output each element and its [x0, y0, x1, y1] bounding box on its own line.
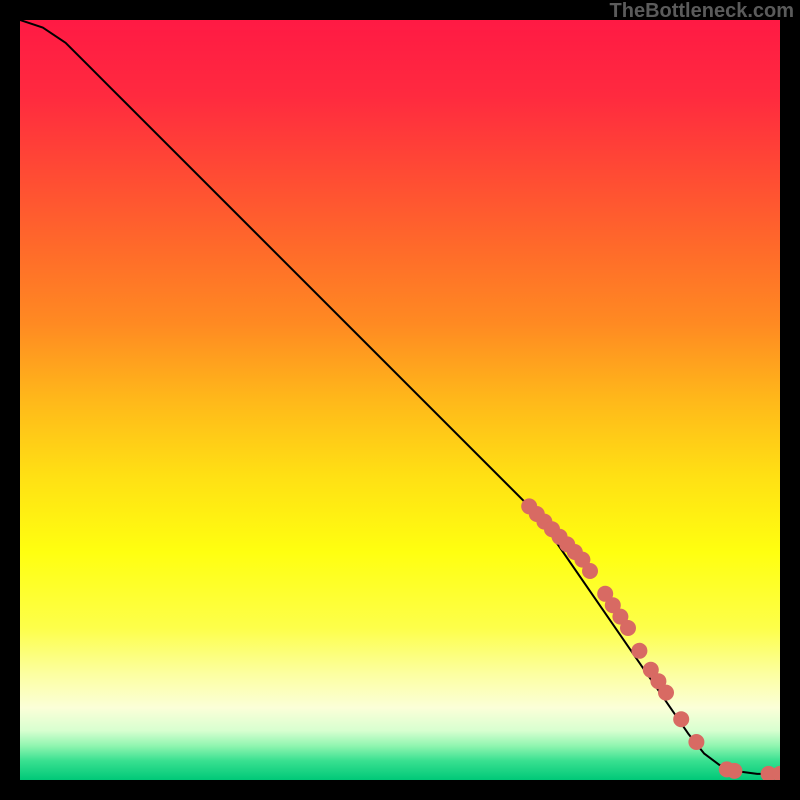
chart-background [20, 20, 780, 780]
data-marker [673, 711, 689, 727]
watermark-text: TheBottleneck.com [610, 0, 794, 23]
chart-stage: TheBottleneck.com [0, 0, 800, 800]
chart-plot-area [20, 20, 780, 780]
data-marker [726, 763, 742, 779]
data-marker [582, 563, 598, 579]
data-marker [688, 734, 704, 750]
data-marker [658, 685, 674, 701]
data-marker [620, 620, 636, 636]
chart-svg [20, 20, 780, 780]
data-marker [631, 643, 647, 659]
